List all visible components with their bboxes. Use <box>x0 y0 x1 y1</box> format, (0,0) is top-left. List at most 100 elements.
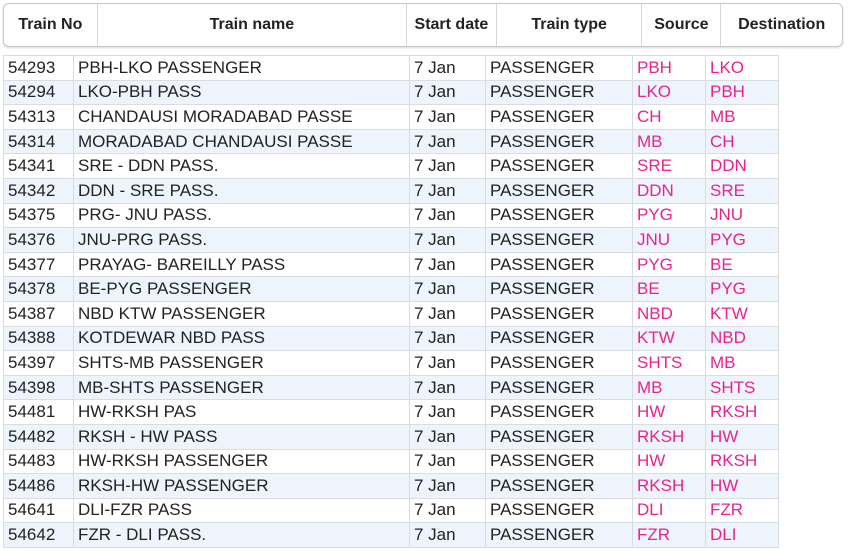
source-cell: LKO <box>632 79 706 106</box>
start-date-cell: 7 Jan <box>409 104 486 130</box>
train-type-cell: PASSENGER <box>485 55 633 81</box>
table-row[interactable]: 54642 FZR - DLI PASS. 7 Jan PASSENGER FZR DLI <box>3 522 779 548</box>
destination-cell: KTW <box>705 300 779 327</box>
source-cell: PYG <box>632 202 706 229</box>
destination-cell: FZR <box>705 497 779 524</box>
destination-cell: SRE <box>705 177 779 204</box>
train-name-cell: RKSH - HW PASS <box>73 423 410 450</box>
table-row[interactable]: 54397 SHTS-MB PASSENGER 7 Jan PASSENGER SHTS… <box>3 350 779 376</box>
column-header[interactable]: Start date <box>407 4 497 46</box>
start-date-cell: 7 Jan <box>409 522 486 548</box>
train-name-cell: SRE - DDN PASS. <box>73 153 410 179</box>
start-date-cell: 7 Jan <box>409 276 486 302</box>
table-row[interactable]: 54398 MB-SHTS PASSENGER 7 Jan PASSENGER MB SH… <box>3 374 779 401</box>
source-cell: SRE <box>632 153 706 179</box>
train-name-cell: DDN - SRE PASS. <box>73 177 410 204</box>
train-name-cell: LKO-PBH PASS <box>73 79 410 106</box>
train-name-cell: KOTDEWAR NBD PASS <box>73 325 410 352</box>
destination-cell: CH <box>705 128 779 155</box>
destination-cell: HW <box>705 473 779 499</box>
train-type-cell: PASSENGER <box>485 300 633 327</box>
destination-cell: NBD <box>705 325 779 352</box>
table-row[interactable]: 54314 MORADABAD CHANDAUSI PASSE 7 Jan PASSE… <box>3 128 779 155</box>
train-name-cell: HW-RKSH PASSENGER <box>73 448 410 475</box>
train-type-cell: PASSENGER <box>485 350 633 376</box>
column-header[interactable]: Train name <box>98 4 408 46</box>
train-type-cell: PASSENGER <box>485 79 633 106</box>
train-type-cell: PASSENGER <box>485 522 633 548</box>
train-type-cell: PASSENGER <box>485 497 633 524</box>
train-name-cell: RKSH-HW PASSENGER <box>73 473 410 499</box>
source-cell: SHTS <box>632 350 706 376</box>
table-row[interactable]: 54481 HW-RKSH PAS 7 Jan PASSENGER HW RKSH <box>3 399 779 425</box>
table-row[interactable]: 54293 PBH-LKO PASSENGER 7 Jan PASSENGER PBH L… <box>3 55 779 81</box>
table-row[interactable]: 54376 JNU-PRG PASS. 7 Jan PASSENGER JNU PYG <box>3 227 779 253</box>
column-header[interactable]: Source <box>642 4 722 46</box>
source-cell: RKSH <box>632 423 706 450</box>
train-type-cell: PASSENGER <box>485 251 633 278</box>
train-no-cell: 54388 <box>3 325 74 352</box>
start-date-cell: 7 Jan <box>409 374 486 401</box>
train-type-cell: PASSENGER <box>485 473 633 499</box>
table-row[interactable]: 54313 CHANDAUSI MORADABAD PASSE 7 Jan PASSE… <box>3 104 779 130</box>
start-date-cell: 7 Jan <box>409 128 486 155</box>
train-no-cell: 54313 <box>3 104 74 130</box>
destination-cell: BE <box>705 251 779 278</box>
start-date-cell: 7 Jan <box>409 423 486 450</box>
start-date-cell: 7 Jan <box>409 55 486 81</box>
table-row[interactable]: 54388 KOTDEWAR NBD PASS 7 Jan PASSENGER KTW N… <box>3 325 779 352</box>
table-row[interactable]: 54342 DDN - SRE PASS. 7 Jan PASSENGER DDN SRE <box>3 177 779 204</box>
train-type-cell: PASSENGER <box>485 399 633 425</box>
table-row[interactable]: 54482 RKSH - HW PASS 7 Jan PASSENGER RKSH HW <box>3 423 779 450</box>
table-row[interactable]: 54294 LKO-PBH PASS 7 Jan PASSENGER LKO PBH <box>3 79 779 106</box>
column-header[interactable]: Train type <box>497 4 643 46</box>
train-type-cell: PASSENGER <box>485 153 633 179</box>
train-no-cell: 54397 <box>3 350 74 376</box>
train-type-cell: PASSENGER <box>485 276 633 302</box>
start-date-cell: 7 Jan <box>409 473 486 499</box>
train-name-cell: NBD KTW PASSENGER <box>73 300 410 327</box>
table-row[interactable]: 54641 DLI-FZR PASS 7 Jan PASSENGER DLI FZR <box>3 497 779 524</box>
source-cell: DDN <box>632 177 706 204</box>
table-row[interactable]: 54486 RKSH-HW PASSENGER 7 Jan PASSENGER RKSH… <box>3 473 779 499</box>
train-name-cell: SHTS-MB PASSENGER <box>73 350 410 376</box>
source-cell: HW <box>632 448 706 475</box>
destination-cell: MB <box>705 350 779 376</box>
table-row[interactable]: 54378 BE-PYG PASSENGER 7 Jan PASSENGER BE PYG <box>3 276 779 302</box>
train-name-cell: MB-SHTS PASSENGER <box>73 374 410 401</box>
table-row[interactable]: 54483 HW-RKSH PASSENGER 7 Jan PASSENGER HW RK… <box>3 448 779 475</box>
column-header[interactable]: Train No <box>4 4 98 46</box>
train-type-cell: PASSENGER <box>485 177 633 204</box>
train-name-cell: DLI-FZR PASS <box>73 497 410 524</box>
train-name-cell: FZR - DLI PASS. <box>73 522 410 548</box>
destination-cell: DLI <box>705 522 779 548</box>
train-no-cell: 54642 <box>3 522 74 548</box>
source-cell: RKSH <box>632 473 706 499</box>
source-cell: MB <box>632 128 706 155</box>
train-no-cell: 54486 <box>3 473 74 499</box>
start-date-cell: 7 Jan <box>409 227 486 253</box>
train-no-cell: 54641 <box>3 497 74 524</box>
start-date-cell: 7 Jan <box>409 399 486 425</box>
train-name-cell: PRG- JNU PASS. <box>73 202 410 229</box>
destination-cell: LKO <box>705 55 779 81</box>
destination-cell: RKSH <box>705 399 779 425</box>
table-row[interactable]: 54375 PRG- JNU PASS. 7 Jan PASSENGER PYG JNU <box>3 202 779 229</box>
source-cell: PBH <box>632 55 706 81</box>
train-no-cell: 54376 <box>3 227 74 253</box>
start-date-cell: 7 Jan <box>409 497 486 524</box>
start-date-cell: 7 Jan <box>409 350 486 376</box>
train-no-cell: 54387 <box>3 300 74 327</box>
destination-cell: JNU <box>705 202 779 229</box>
train-type-cell: PASSENGER <box>485 448 633 475</box>
train-no-cell: 54482 <box>3 423 74 450</box>
table-row[interactable]: 54387 NBD KTW PASSENGER 7 Jan PASSENGER NBD K… <box>3 300 779 327</box>
source-cell: NBD <box>632 300 706 327</box>
table-row[interactable]: 54377 PRAYAG- BAREILLY PASS 7 Jan PASSENGER… <box>3 251 779 278</box>
column-header[interactable]: Destination <box>738 16 826 33</box>
table-row[interactable]: 54341 SRE - DDN PASS. 7 Jan PASSENGER SRE DDN <box>3 153 779 179</box>
train-name-cell: CHANDAUSI MORADABAD PASSE <box>73 104 410 130</box>
source-cell: BE <box>632 276 706 302</box>
train-type-cell: PASSENGER <box>485 325 633 352</box>
